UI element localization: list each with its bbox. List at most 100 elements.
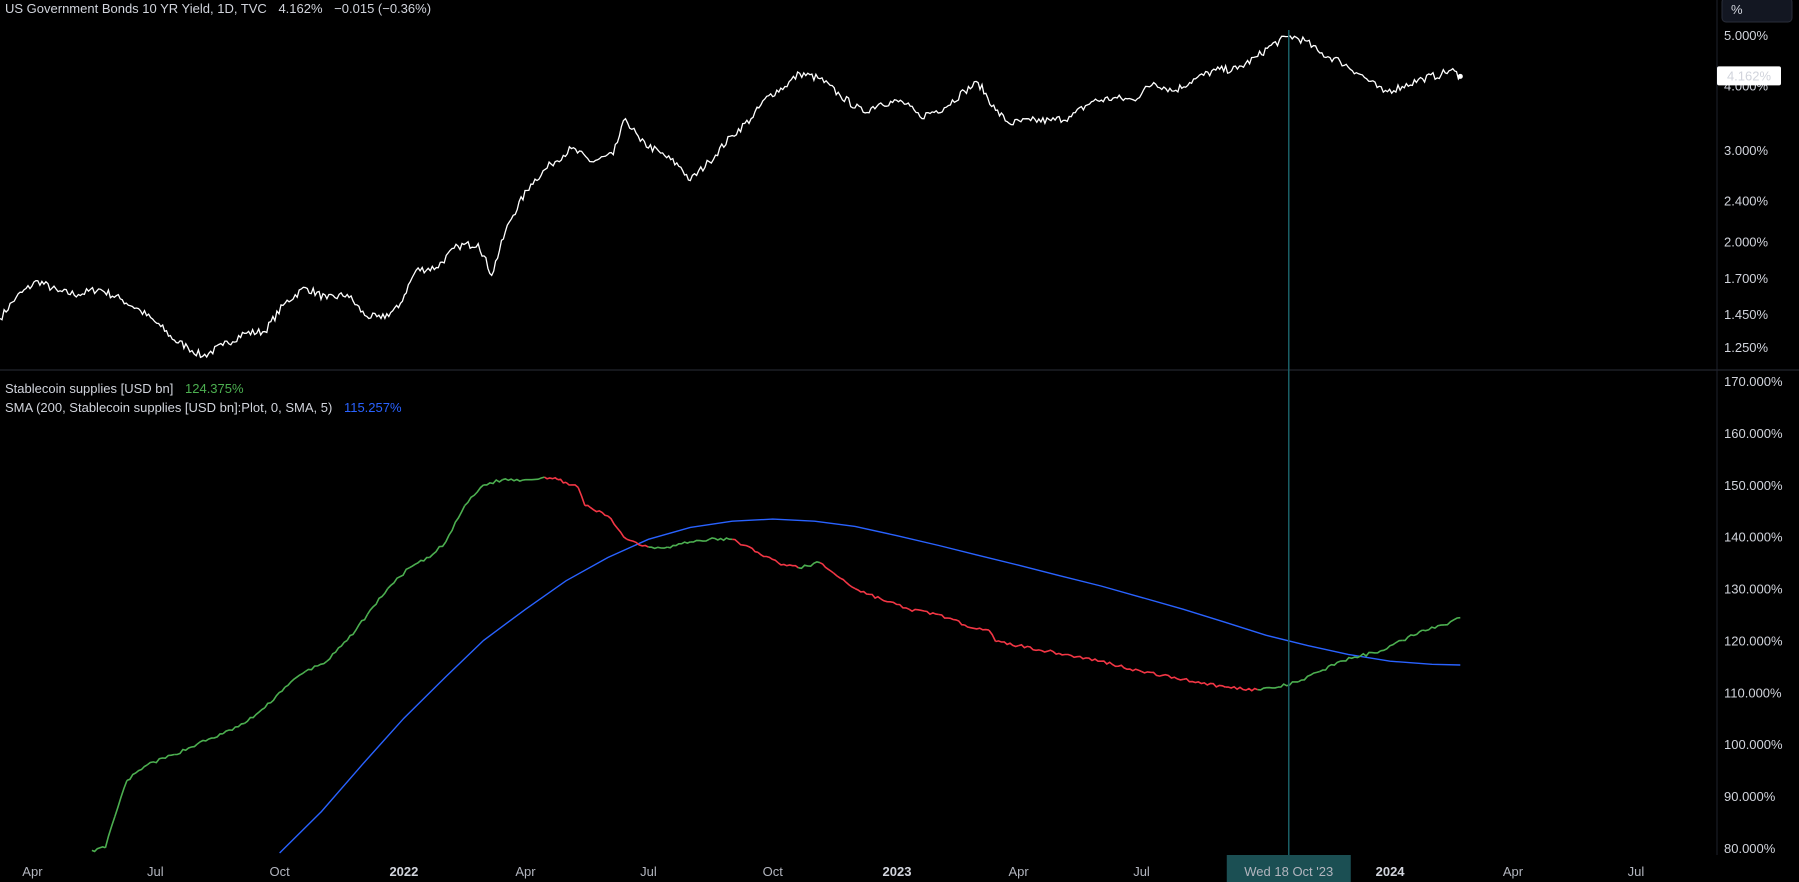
stablecoin-line-segment[interactable] — [1359, 650, 1382, 658]
svg-text:4.162%: 4.162% — [1727, 68, 1772, 83]
time-axis-label: Apr — [22, 864, 43, 879]
stablecoin-line-segment[interactable] — [908, 608, 940, 616]
stablecoin-line-segment[interactable] — [104, 816, 116, 849]
axis-unit-label[interactable]: % — [1731, 2, 1743, 17]
bond-yield-line[interactable] — [0, 35, 1461, 359]
stablecoin-line-segment[interactable] — [964, 624, 990, 631]
stablecoin-line-segment[interactable] — [777, 562, 799, 569]
stablecoin-line-segment[interactable] — [565, 481, 579, 489]
time-axis-label: Oct — [763, 864, 784, 879]
stablecoin-line-segment[interactable] — [284, 670, 306, 688]
stablecoin-line-segment[interactable] — [346, 614, 369, 641]
stablecoin-line-segment[interactable] — [387, 567, 410, 590]
stablecoin-line-segment[interactable] — [1444, 616, 1461, 626]
stablecoin-line-segment[interactable] — [798, 561, 821, 570]
time-axis[interactable]: AprJulOct2022AprJulOct2023AprJulOct2024A… — [22, 864, 1644, 879]
crosshair-date-text: Wed 18 Oct '23 — [1244, 864, 1333, 879]
bond-yield-last-price-tag: 4.162% — [1717, 66, 1781, 86]
time-axis-label: 2022 — [389, 864, 418, 879]
stablecoin-line-segment[interactable] — [1402, 629, 1423, 642]
stablecoin-line-segment[interactable] — [1319, 660, 1341, 673]
bond-yield-change: −0.015 (−0.36%) — [334, 1, 431, 16]
bond-yield-tick-label: 2.000% — [1724, 234, 1769, 249]
sma-line[interactable] — [279, 518, 1461, 854]
stablecoin-line-segment[interactable] — [525, 476, 545, 481]
stablecoin-line-segment[interactable] — [584, 504, 609, 517]
stablecoin-line-segment[interactable] — [1018, 643, 1060, 655]
bond-yield-legend[interactable]: US Government Bonds 10 YR Yield, 1D, TVC… — [5, 1, 431, 16]
stablecoin-tick-label: 160.000% — [1724, 426, 1783, 441]
stablecoin-line-segment[interactable] — [648, 546, 668, 550]
stablecoin-line-segment[interactable] — [91, 846, 106, 853]
bond-yield-tick-label: 5.000% — [1724, 28, 1769, 43]
stablecoin-legend-value: 124.375% — [185, 381, 244, 396]
stablecoin-line-segment[interactable] — [445, 505, 466, 543]
crosshair-date-label: Wed 18 Oct '23 — [1226, 855, 1351, 882]
stablecoin-line-segment[interactable] — [1340, 655, 1361, 662]
stablecoin-line-segment[interactable] — [995, 640, 1019, 648]
stablecoin-line-segment[interactable] — [174, 743, 198, 756]
stablecoin-line-segment[interactable] — [607, 515, 628, 540]
bond-yield-last-value: 4.162% — [278, 1, 323, 16]
bond-yield-title[interactable]: US Government Bonds 10 YR Yield, 1D, TVC — [5, 1, 267, 16]
stablecoin-line-segment[interactable] — [483, 478, 503, 486]
stablecoin-line-segment[interactable] — [839, 577, 856, 590]
stablecoin-line-segment[interactable] — [464, 484, 485, 507]
axis-unit-badge[interactable] — [1721, 0, 1793, 23]
stablecoin-line-segment[interactable] — [429, 541, 447, 559]
stablecoin-tick-label: 150.000% — [1724, 478, 1783, 493]
stablecoin-tick-label: 80.000% — [1724, 841, 1776, 856]
stablecoin-line-segment[interactable] — [667, 541, 691, 549]
stablecoin-line-segment[interactable] — [264, 686, 286, 709]
stablecoin-line-segment[interactable] — [708, 537, 733, 542]
stablecoin-line-segment[interactable] — [244, 707, 266, 725]
stablecoin-line-segment[interactable] — [854, 587, 882, 600]
stablecoin-tick-label: 140.000% — [1724, 530, 1783, 545]
stablecoin-line-segment[interactable] — [757, 551, 779, 564]
stablecoin-line-segment[interactable] — [690, 538, 710, 543]
stablecoin-line-segment[interactable] — [1297, 670, 1321, 683]
bond-yield-tick-label: 1.700% — [1724, 271, 1769, 286]
stablecoin-line-segment[interactable] — [1257, 686, 1279, 691]
stablecoin-line-segment[interactable] — [1058, 652, 1101, 662]
time-axis-label: Jul — [1133, 864, 1150, 879]
sma-legend[interactable]: SMA (200, Stablecoin supplies [USD bn]:P… — [5, 400, 402, 415]
stablecoin-line-segment[interactable] — [988, 629, 997, 642]
stablecoin-line-segment[interactable] — [626, 538, 649, 548]
stablecoin-line-segment[interactable] — [326, 639, 348, 662]
stablecoin-line-segment[interactable] — [1422, 624, 1445, 632]
stablecoin-line-segment[interactable] — [819, 561, 834, 574]
stablecoin-price-axis[interactable]: 80.000% 90.000% 100.000% 110.000% 120.000% 13… — [1724, 374, 1783, 856]
stablecoin-line-segment[interactable] — [196, 733, 223, 745]
stablecoin-line-segment[interactable] — [1100, 660, 1142, 673]
sma-legend-name[interactable]: SMA (200, Stablecoin supplies [USD bn]:P… — [5, 400, 332, 415]
stablecoin-legend[interactable]: Stablecoin supplies [USD bn] 124.375% — [5, 381, 244, 396]
bond-yield-tick-label: 2.400% — [1724, 193, 1769, 208]
stablecoin-line-segment[interactable] — [146, 753, 175, 766]
stablecoin-line-segment[interactable] — [366, 588, 389, 615]
stablecoin-line-segment[interactable] — [543, 476, 559, 481]
stablecoin-legend-name[interactable]: Stablecoin supplies [USD bn] — [5, 381, 173, 396]
stablecoin-line-segment[interactable] — [222, 722, 245, 735]
stablecoin-pane[interactable] — [91, 476, 1461, 854]
stablecoin-line-segment[interactable] — [557, 478, 567, 484]
stablecoin-line-segment[interactable] — [1183, 677, 1226, 688]
stablecoin-line-segment[interactable] — [732, 538, 759, 554]
stablecoin-line-segment[interactable] — [577, 487, 586, 506]
stablecoin-line-segment[interactable] — [114, 780, 128, 817]
stablecoin-line-segment[interactable] — [304, 660, 328, 673]
stablecoin-tick-label: 110.000% — [1724, 685, 1782, 700]
stablecoin-line-segment[interactable] — [502, 478, 526, 482]
stablecoin-line-segment[interactable] — [938, 613, 965, 626]
stablecoin-line-segment[interactable] — [832, 572, 841, 579]
stablecoin-line-segment[interactable] — [1141, 670, 1184, 681]
stablecoin-line-segment[interactable] — [126, 764, 148, 782]
time-axis-label: Apr — [1008, 864, 1029, 879]
stablecoin-line-segment[interactable] — [1380, 639, 1403, 652]
stablecoin-line-segment[interactable] — [880, 598, 910, 611]
bond-yield-pane[interactable] — [0, 35, 1463, 359]
stablecoin-line-segment[interactable] — [1225, 685, 1258, 692]
stablecoin-line-segment[interactable] — [408, 556, 430, 569]
bond-yield-tick-label: 1.450% — [1724, 307, 1769, 322]
